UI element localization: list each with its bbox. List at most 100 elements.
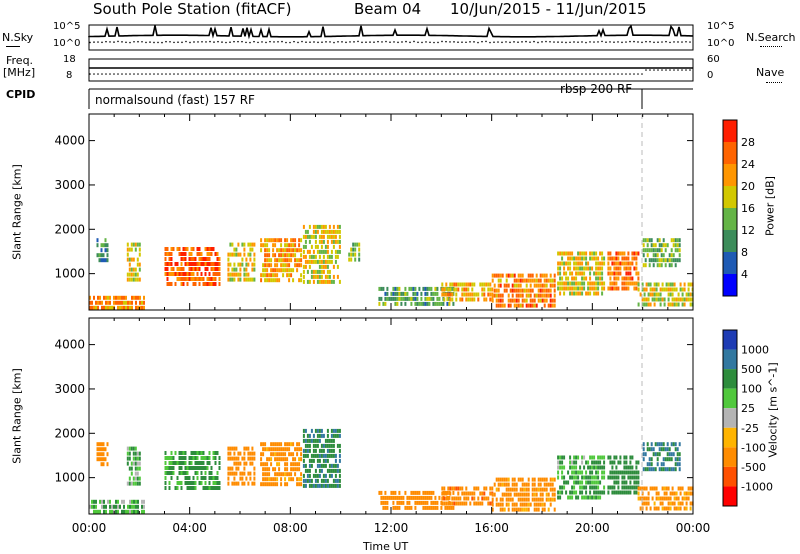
echo-cell [687,292,690,297]
echo-cell [316,279,319,284]
echo-cell [422,286,425,291]
echo-cell [627,266,630,271]
echo-cell [511,298,514,303]
echo-cell [525,278,528,283]
echo-cell [262,447,265,452]
echo-cell [481,496,484,501]
echo-cell [625,271,628,276]
echo-cell [579,261,582,266]
echo-cell [133,499,135,504]
echo-cell [131,509,133,514]
echo-cell [235,471,238,476]
echo-cell [336,463,339,468]
echo-cell [676,238,679,243]
echo-cell [687,496,690,501]
echo-cell [563,475,566,480]
echo-cell [579,286,582,291]
echo-cell [229,242,232,247]
echo-cell [495,502,498,507]
echo-cell [186,272,189,276]
echo-cell [446,301,449,306]
nave-point [149,73,151,75]
echo-cell [452,291,455,296]
echo-cell [559,251,562,256]
echo-cell [643,302,646,307]
echo-cell [663,297,666,302]
echo-cell [330,443,333,448]
echo-cell [306,249,309,254]
echo-cell [667,486,670,491]
echo-cell [103,509,105,514]
echo-cell [182,247,185,251]
echo-cell [253,277,256,282]
echo-cell [253,471,256,476]
echo-cell [665,496,668,501]
echo-cell [98,253,101,258]
echo-cell [396,291,399,296]
echo-cell [489,491,492,496]
echo-cell [227,257,230,262]
echo-cell [115,499,117,504]
echo-cell [310,453,313,458]
nave-point [93,73,95,75]
echo-cell [322,249,325,254]
echo-cell [113,295,115,300]
nsearch-point [609,41,611,43]
echo-cell [266,467,269,472]
echo-cell [448,301,451,306]
echo-cell [465,297,468,302]
echo-cell [455,297,458,302]
date-range: 10/Jun/2015 - 11/Jun/2015 [450,0,647,18]
echo-cell [589,480,592,485]
echo-cell [262,268,265,273]
nave-point [453,73,455,75]
echo-cell [330,453,333,458]
echo-cell [229,262,232,267]
echo-cell [91,305,93,310]
echo-cell [227,451,230,456]
echo-cell [561,251,564,256]
echo-cell [641,302,644,307]
echo-cell [127,305,129,310]
echo-cell [164,262,167,266]
echo-cell [300,273,303,278]
echo-cell [587,460,590,465]
echo-cell [529,288,532,293]
echo-cell [134,476,137,481]
echo-cell [597,490,600,495]
echo-cell [192,456,195,460]
echo-cell [264,253,267,258]
echo-cell [471,491,474,496]
echo-cell [561,485,564,490]
echo-cell [527,477,530,482]
echo-cell [627,251,630,256]
echo-cell [493,273,496,278]
echo-cell [302,433,305,438]
nsearch-point [269,40,271,43]
echo-cell [214,461,217,465]
echo-cell [318,458,321,463]
echo-cell [233,481,236,486]
echo-cell [334,254,337,259]
echo-cell [298,457,301,462]
echo-cell [678,238,681,243]
echo-cell [398,291,401,296]
echo-cell [262,482,265,487]
echo-cell [593,256,596,261]
echo-cell [537,502,540,507]
echo-cell [597,465,600,470]
echo-cell [314,438,317,443]
echo-cell [521,303,524,308]
echo-cell [270,238,273,243]
echo-cell [683,282,686,287]
echo-cell [316,453,319,458]
echo-cell [643,292,646,297]
echo-cell [286,253,289,258]
echo-cell [489,297,492,302]
nave-point [601,73,603,75]
echo-cell [611,490,614,495]
echo-cell [328,259,331,264]
echo-cell [180,267,183,271]
echo-cell [567,251,570,256]
echo-cell [551,482,554,487]
